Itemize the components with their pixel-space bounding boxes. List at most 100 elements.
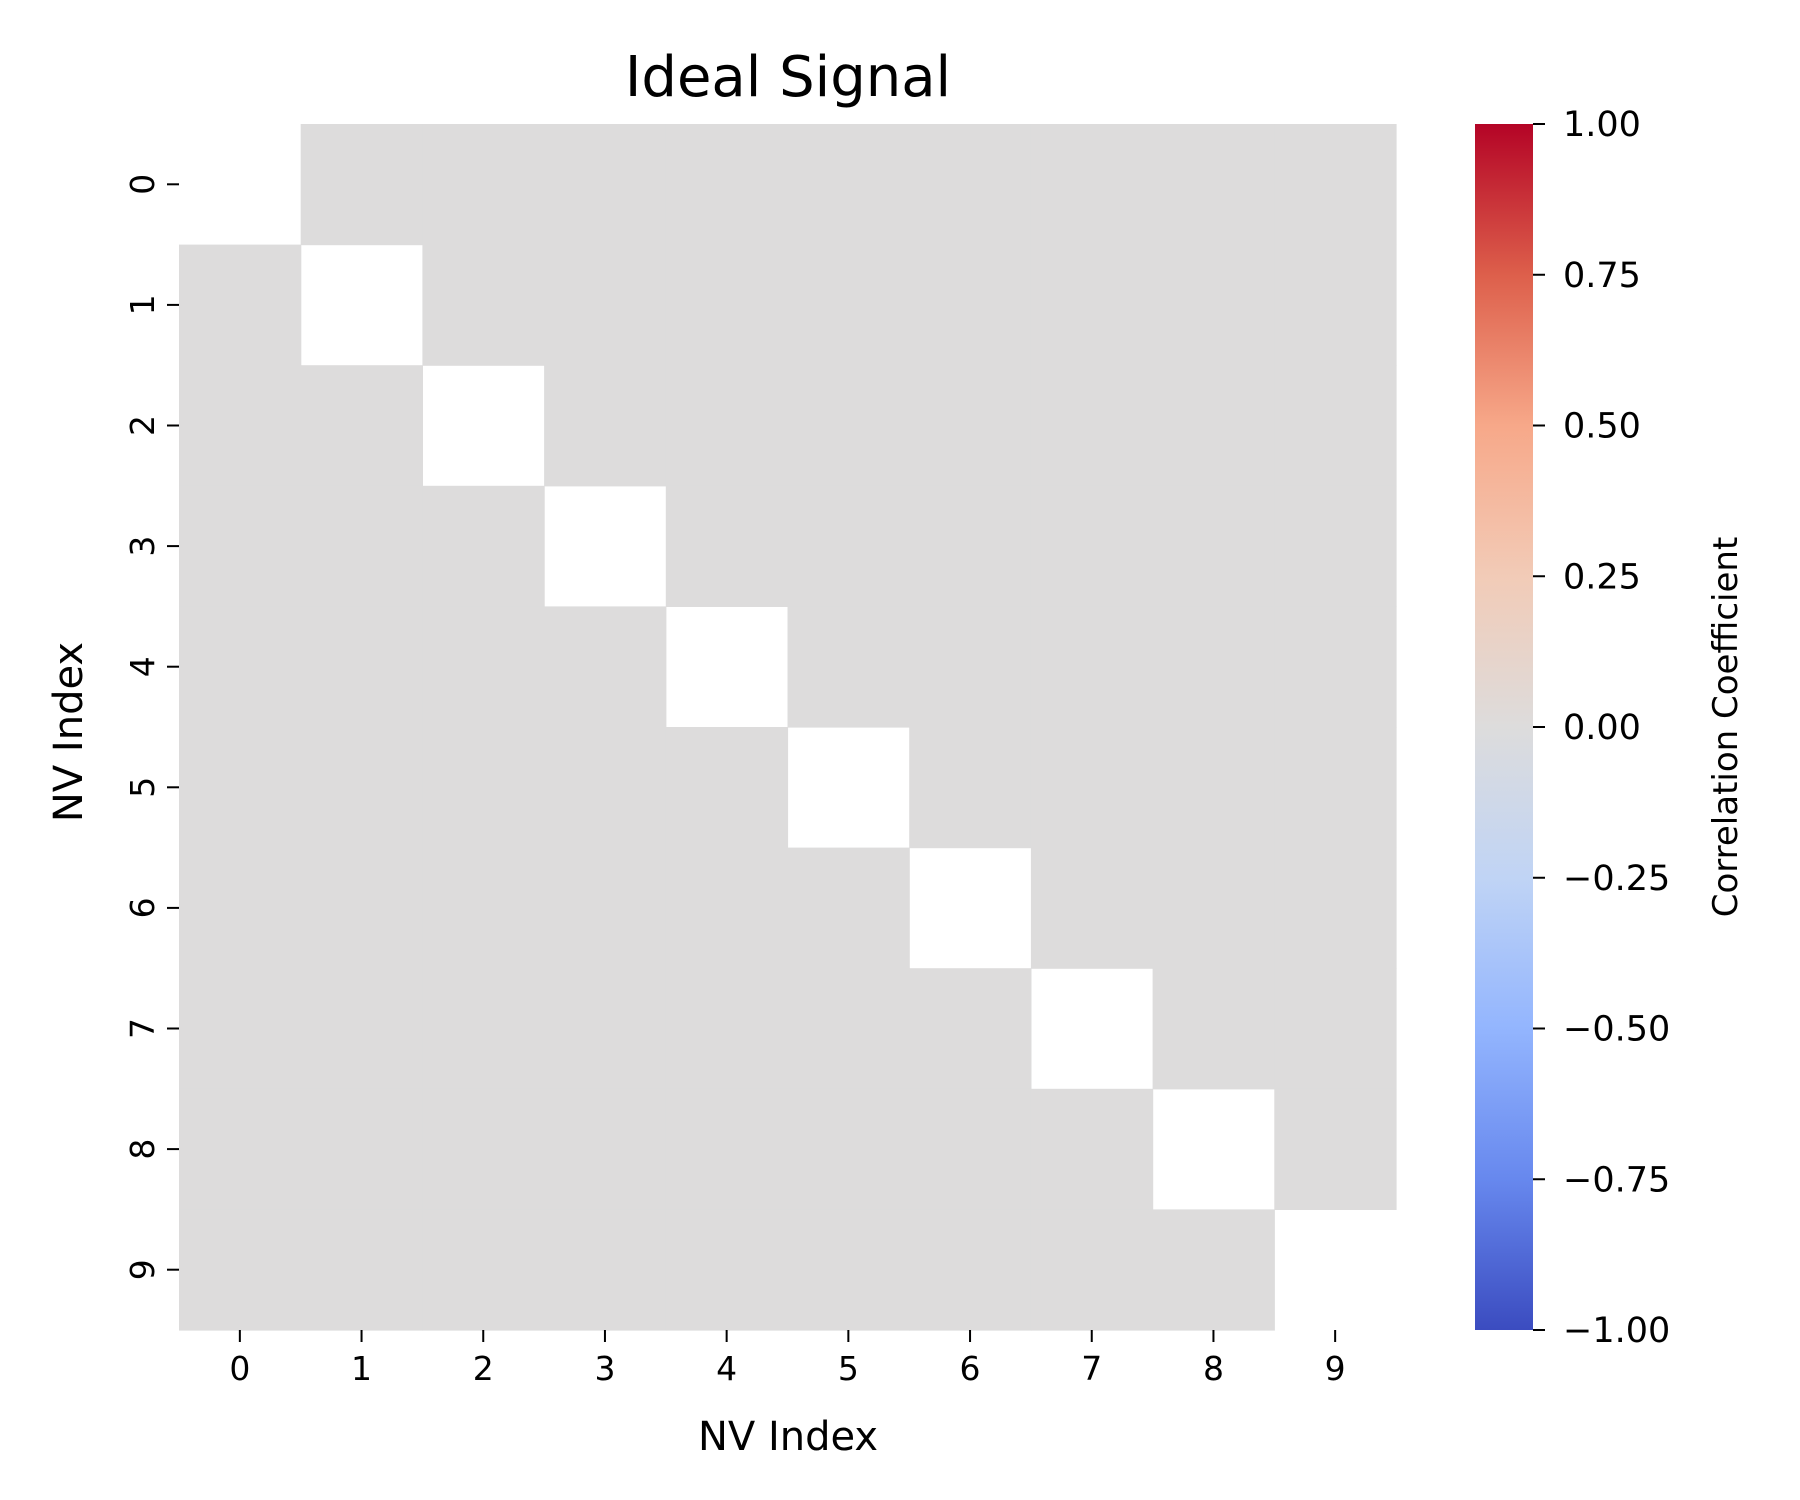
heatmap-cell (787, 606, 910, 728)
heatmap-cell (1152, 365, 1275, 487)
heatmap-cell (544, 968, 667, 1090)
heatmap-cell (909, 485, 1032, 607)
chart-title: Ideal Signal (625, 45, 951, 110)
heatmap-cell (179, 244, 302, 366)
x-axis-label: NV Index (698, 1414, 878, 1460)
heatmap-cell (909, 365, 1032, 487)
heatmap-cell (909, 968, 1032, 1090)
heatmap-cell (787, 365, 910, 487)
y-tick-label: 2 (123, 415, 162, 436)
heatmap-cell (300, 847, 423, 969)
colorbar-tick-label: 1.00 (1563, 105, 1641, 145)
y-tick-label: 6 (123, 897, 162, 918)
heatmap-cell (1030, 1088, 1154, 1210)
colorbar-tick-label: −0.25 (1563, 859, 1670, 899)
colorbar-tick-label: 0.25 (1563, 557, 1641, 597)
heatmap-cell (909, 1088, 1032, 1210)
x-tick-label: 6 (960, 1349, 981, 1388)
heatmap-cell (300, 727, 423, 849)
heatmap-cell (1152, 606, 1275, 728)
heatmap-cell (1152, 968, 1275, 1090)
colorbar-tick-label: −0.50 (1563, 1010, 1670, 1050)
x-tick-label: 3 (594, 1349, 615, 1388)
y-tick-label: 1 (123, 294, 162, 315)
colorbar-tick-label: 0.75 (1563, 256, 1641, 296)
heatmap-cell (544, 124, 667, 246)
colorbar-ticks: 1.00 0.75 0.50 0.25 0.00 −0.25 −0.50 −0.75 −1.00 (1533, 105, 1670, 1351)
heatmap-cell (665, 365, 789, 487)
heatmap-cell (300, 1209, 423, 1331)
heatmap-cell (544, 1088, 667, 1210)
heatmap-cell (1274, 1088, 1397, 1210)
heatmap-cell (787, 968, 910, 1090)
heatmap-cell (1152, 244, 1275, 366)
y-tick-label: 0 (123, 174, 162, 195)
x-tick-label: 2 (473, 1349, 494, 1388)
heatmap-cell (544, 606, 667, 728)
heatmap-cell (179, 1209, 302, 1331)
y-tick-label: 4 (123, 656, 162, 677)
heatmap-cell (422, 1088, 545, 1210)
heatmap-cell (1030, 244, 1154, 366)
heatmap-cell (665, 244, 789, 366)
heatmap-cell (1030, 1209, 1154, 1331)
heatmap-cell (1030, 606, 1154, 728)
heatmap-cell (787, 124, 910, 246)
heatmap-cell (1274, 485, 1397, 607)
heatmap-cell (300, 365, 423, 487)
heatmap-cell (422, 485, 545, 607)
heatmap-cell (422, 727, 545, 849)
heatmap-cell (665, 1209, 789, 1331)
heatmap-cell (1152, 124, 1275, 246)
heatmap-cell (787, 485, 910, 607)
heatmap-cell (544, 847, 667, 969)
heatmap-cell (909, 1209, 1032, 1331)
heatmap-cell (665, 124, 789, 246)
heatmap-cell (909, 727, 1032, 849)
heatmap-cell (1152, 485, 1275, 607)
heatmap-cell (544, 1209, 667, 1331)
heatmap-cell (665, 968, 789, 1090)
x-tick-label: 0 (229, 1349, 250, 1388)
y-tick-label: 3 (123, 536, 162, 557)
colorbar-tick-label: 0.00 (1563, 708, 1641, 748)
heatmap-cell (422, 1209, 545, 1331)
y-axis-ticks: 0 1 2 3 4 5 6 7 8 9 (123, 174, 179, 1280)
heatmap-cell (179, 606, 302, 728)
heatmap-cell (1274, 968, 1397, 1090)
heatmap-cell (1030, 365, 1154, 487)
heatmap-cell (179, 847, 302, 969)
heatmap-cell (1274, 244, 1397, 366)
heatmap-cell (1030, 727, 1154, 849)
heatmap-cell (1274, 365, 1397, 487)
heatmap-cell (300, 968, 423, 1090)
heatmap-cell (300, 606, 423, 728)
heatmap-cell (909, 244, 1032, 366)
heatmap-cell (544, 727, 667, 849)
heatmap-cell (544, 244, 667, 366)
heatmap-cell (787, 1088, 910, 1210)
heatmap-cell (909, 606, 1032, 728)
heatmap-cell (665, 1088, 789, 1210)
heatmap-cell (1274, 727, 1397, 849)
heatmap-cell (300, 124, 423, 246)
colorbar-tick-label: −1.00 (1563, 1311, 1670, 1351)
heatmap-cell (300, 1088, 423, 1210)
colorbar (1475, 124, 1533, 1330)
colorbar-tick-label: −0.75 (1563, 1160, 1670, 1200)
x-axis-ticks: 0 1 2 3 4 5 6 7 8 9 (229, 1330, 1346, 1388)
heatmap-cell (179, 365, 302, 487)
heatmap-cell (179, 968, 302, 1090)
heatmap-cell (422, 847, 545, 969)
heatmap-cell (179, 485, 302, 607)
y-tick-label: 5 (123, 777, 162, 798)
colorbar-label: Correlation Coefficient (1706, 537, 1746, 918)
x-tick-label: 8 (1203, 1349, 1224, 1388)
heatmap-cells (179, 124, 1397, 1331)
heatmap-cell (422, 968, 545, 1090)
heatmap-cell (544, 365, 667, 487)
heatmap-cell (1030, 485, 1154, 607)
heatmap-cell (787, 847, 910, 969)
heatmap-cell (179, 1088, 302, 1210)
